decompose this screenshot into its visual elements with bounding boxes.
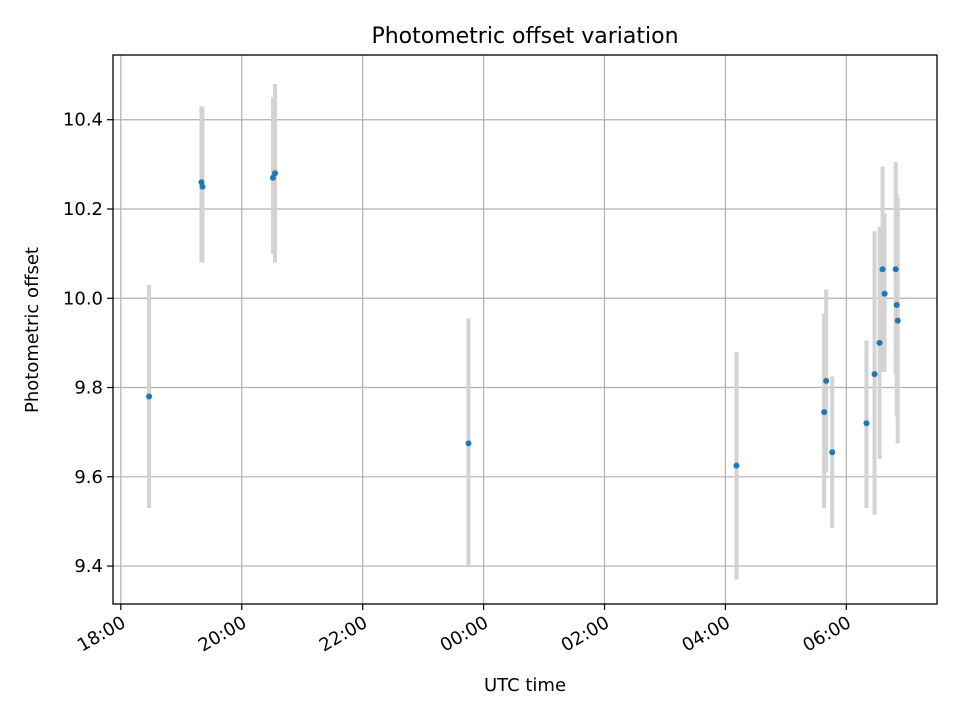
data-point [863,420,870,427]
x-tick-label: 18:00 [74,612,129,656]
data-point [879,266,886,273]
y-tick-label: 9.8 [74,378,103,399]
y-axis-label: Photometric offset [22,247,43,413]
data-point [829,449,836,456]
errorbars [147,84,900,580]
data-point [199,183,206,190]
y-tick-label: 10.4 [63,110,103,131]
y-tick-label: 10.0 [63,288,103,309]
data-point [821,409,828,416]
data-point [146,393,153,400]
y-tick-label: 10.2 [63,199,103,220]
x-axis-ticks: 18:00 20:00 22:00 00:00 02:00 04:00 06:00 [74,604,855,656]
x-tick-label: 02:00 [558,612,613,656]
data-point [465,440,472,447]
data-point [893,301,900,308]
data-point [871,371,878,378]
x-axis-label: UTC time [484,675,566,696]
x-tick-label: 04:00 [678,612,733,656]
data-point [894,317,901,324]
data-point [892,266,899,273]
y-tick-label: 9.4 [74,556,103,577]
y-tick-label: 9.6 [74,467,103,488]
chart-title: Photometric offset variation [371,24,678,49]
data-point [876,339,883,346]
data-point [272,170,279,177]
grid [113,55,937,604]
x-tick-label: 00:00 [437,612,492,656]
data-point [881,290,888,297]
x-tick-label: 20:00 [195,612,250,656]
data-point [270,174,277,181]
data-point [198,179,205,186]
data-point [823,377,830,384]
y-axis-ticks: 9.4 9.6 9.8 10.0 10.2 10.4 [63,110,113,577]
plot-frame [112,54,938,605]
data-point [733,462,740,469]
x-tick-label: 22:00 [316,612,371,656]
x-tick-label: 06:00 [799,612,854,656]
data-markers [146,170,901,469]
